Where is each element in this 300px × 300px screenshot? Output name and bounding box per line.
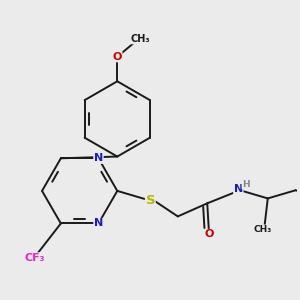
Text: N: N (94, 218, 103, 229)
Text: O: O (112, 52, 122, 62)
Text: S: S (146, 194, 155, 207)
Text: N: N (234, 184, 243, 194)
Text: CH₃: CH₃ (254, 225, 272, 234)
Text: CF₃: CF₃ (24, 253, 45, 263)
Text: N: N (94, 153, 103, 163)
Text: H: H (242, 180, 250, 189)
Text: CH₃: CH₃ (130, 34, 150, 44)
Text: O: O (204, 230, 214, 239)
